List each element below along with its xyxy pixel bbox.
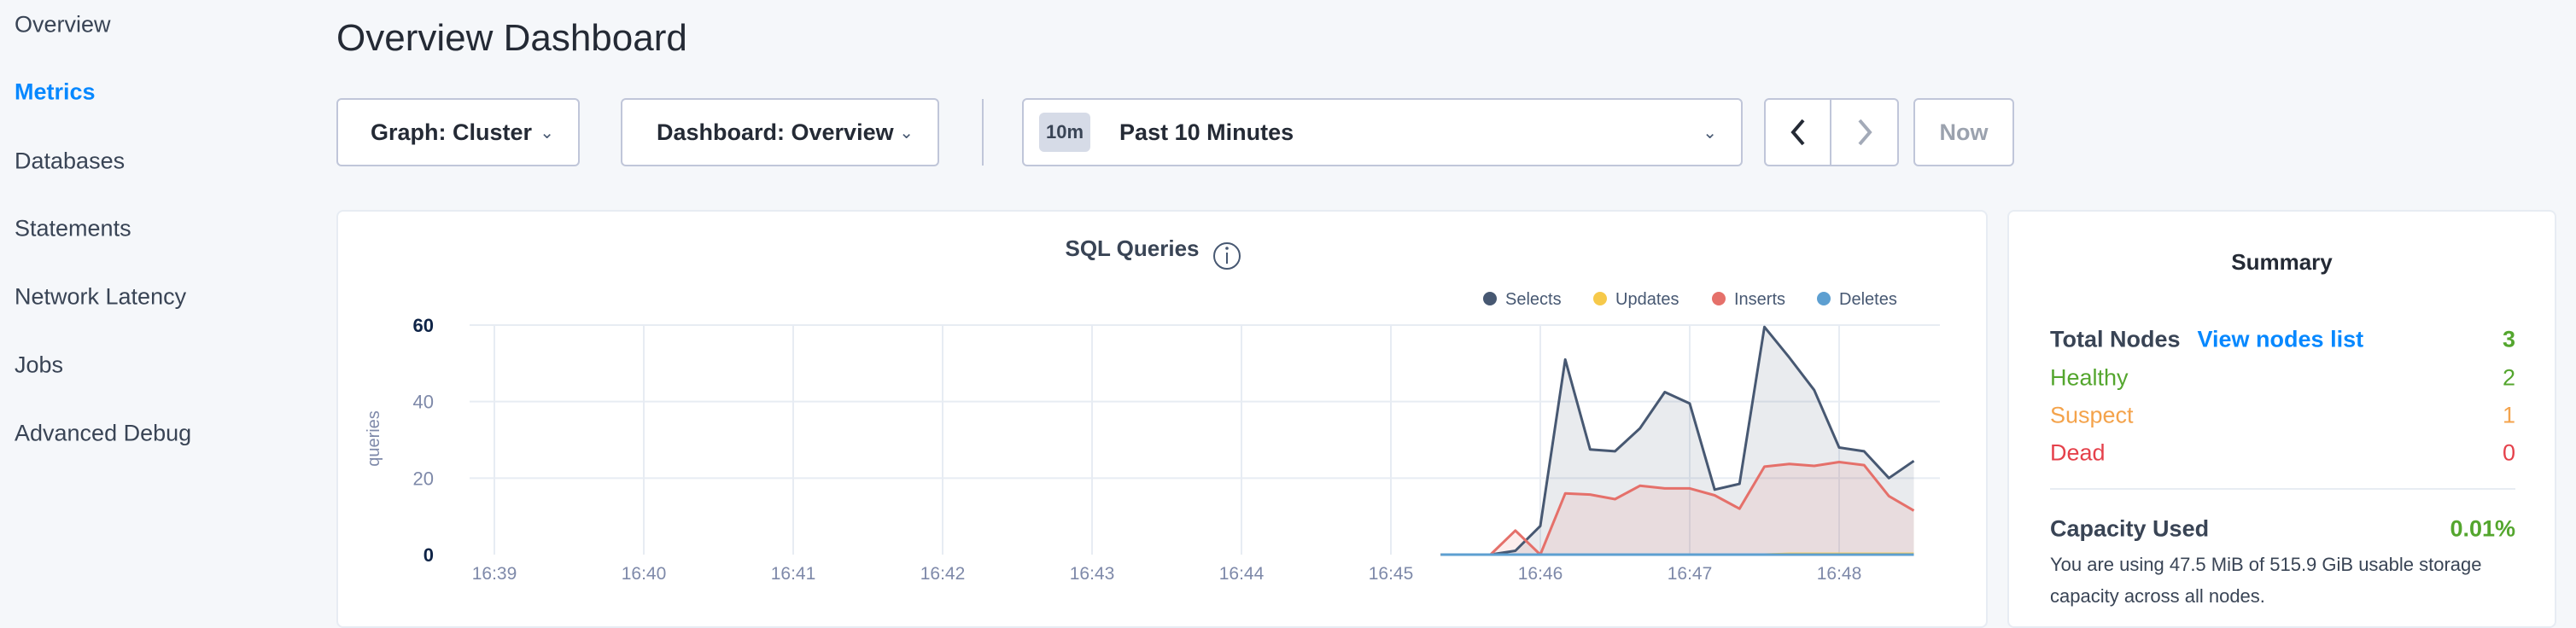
x-tick-label: 16:46 xyxy=(1518,564,1563,584)
healthy-label: Healthy xyxy=(2050,364,2129,391)
toolbar-divider xyxy=(982,99,984,166)
sidebar-item-statements[interactable]: Statements xyxy=(15,215,131,241)
dashboard-select-label: Dashboard: Overview xyxy=(657,119,894,145)
healthy-value: 2 xyxy=(2502,364,2515,391)
inserts-legend-label: Inserts xyxy=(1734,290,1785,309)
capacity-label: Capacity Used xyxy=(2050,515,2210,542)
chevron-down-icon: ⌄ xyxy=(1703,123,1717,142)
graph-select-label: Graph: Cluster xyxy=(371,119,533,145)
now-button[interactable]: Now xyxy=(1913,98,2014,166)
updates-legend-label: Updates xyxy=(1615,290,1679,309)
suspect-value: 1 xyxy=(2502,402,2515,428)
updates-legend-dot xyxy=(1593,292,1607,305)
chart-title: SQL Queries xyxy=(1065,236,1199,261)
y-tick-label: 40 xyxy=(413,392,434,413)
selects-area xyxy=(1440,327,1914,555)
selects-legend-label: Selects xyxy=(1505,290,1562,309)
deletes-legend-dot xyxy=(1817,292,1831,305)
graph-select[interactable]: Graph: Cluster ⌄ xyxy=(336,98,580,166)
total-nodes-label: Total Nodes xyxy=(2050,326,2181,352)
inserts-legend-dot xyxy=(1712,292,1726,305)
inserts-area xyxy=(1440,462,1914,555)
dead-label: Dead xyxy=(2050,439,2106,466)
capacity-description: You are using 47.5 MiB of 515.9 GiB usab… xyxy=(2050,554,2482,607)
y-tick-label: 0 xyxy=(423,544,434,566)
dashboard-select[interactable]: Dashboard: Overview ⌄ xyxy=(621,98,939,166)
x-tick-label: 16:44 xyxy=(1219,564,1265,584)
y-tick-label: 60 xyxy=(413,315,434,336)
sidebar-item-metrics[interactable]: Metrics xyxy=(15,78,96,105)
x-tick-label: 16:40 xyxy=(622,564,667,584)
sidebar-item-jobs[interactable]: Jobs xyxy=(15,352,64,378)
suspect-label: Suspect xyxy=(2050,402,2134,428)
time-badge: 10m xyxy=(1039,113,1091,152)
selects-legend-dot xyxy=(1483,292,1497,305)
sql-queries-chart-card: SQL Queries 0 20 40 60 16:39 16:40 16:41 16:42… xyxy=(336,210,1988,628)
next-time-button[interactable] xyxy=(1830,98,1899,166)
deletes-legend-label: Deletes xyxy=(1839,290,1897,309)
healthy-row: Healthy 2 xyxy=(2050,365,2515,392)
x-tick-label: 16:48 xyxy=(1817,564,1862,584)
dead-row: Dead 0 xyxy=(2050,440,2515,467)
x-tick-label: 16:39 xyxy=(472,564,517,584)
page-title: Overview Dashboard xyxy=(336,17,687,59)
chevron-left-icon xyxy=(1790,119,1805,146)
capacity-row: Capacity Used 0.01% xyxy=(2050,516,2515,543)
sidebar-item-advanced-debug[interactable]: Advanced Debug xyxy=(15,420,192,446)
sidebar-item-overview[interactable]: Overview xyxy=(15,11,111,38)
summary-divider xyxy=(2050,488,2515,490)
dead-value: 0 xyxy=(2502,439,2515,466)
time-range-label: Past 10 Minutes xyxy=(1119,119,1294,145)
chevron-down-icon: ⌄ xyxy=(899,123,914,142)
total-nodes-value: 3 xyxy=(2502,326,2515,352)
chevron-down-icon: ⌄ xyxy=(540,123,554,142)
suspect-row: Suspect 1 xyxy=(2050,403,2515,429)
x-tick-label: 16:42 xyxy=(920,564,966,584)
summary-card: Summary Total Nodes View nodes list 3 He… xyxy=(2007,210,2556,628)
y-tick-label: 20 xyxy=(413,468,434,489)
view-nodes-list-link[interactable]: View nodes list xyxy=(2197,326,2364,352)
summary-title: Summary xyxy=(2231,249,2333,275)
inserts-line xyxy=(1440,461,1915,556)
chevron-right-icon xyxy=(1857,119,1872,146)
prev-time-button[interactable] xyxy=(1764,98,1831,166)
info-icon[interactable] xyxy=(1213,242,1241,270)
x-tick-label: 16:43 xyxy=(1070,564,1115,584)
total-nodes-row: Total Nodes View nodes list 3 xyxy=(2050,327,2515,353)
sql-queries-chart: SQL Queries 0 20 40 60 16:39 16:40 16:41 16:42… xyxy=(365,236,1940,584)
selects-line xyxy=(1440,325,1915,556)
x-tick-label: 16:41 xyxy=(771,564,816,584)
time-range-select[interactable]: 10m Past 10 Minutes ⌄ xyxy=(1022,98,1743,166)
sidebar-item-databases[interactable]: Databases xyxy=(15,148,126,174)
capacity-value: 0.01% xyxy=(2450,515,2515,542)
x-tick-label: 16:45 xyxy=(1369,564,1414,584)
y-axis-label: queries xyxy=(365,410,383,467)
sidebar-item-network-latency[interactable]: Network Latency xyxy=(15,283,187,310)
x-tick-label: 16:47 xyxy=(1668,564,1713,584)
